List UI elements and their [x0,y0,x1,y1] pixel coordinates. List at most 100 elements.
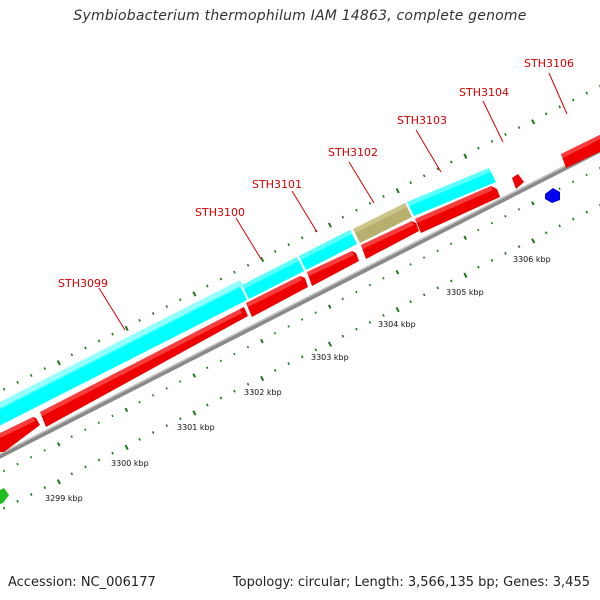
minor-tick [300,318,304,321]
minor-tick [29,455,33,459]
cyan-feature [242,257,299,289]
minor-tick [490,221,494,225]
major-tick [327,341,332,347]
minor-tick [178,298,182,302]
minor-tick [43,367,47,371]
minor-tick [2,469,6,473]
minor-tick [355,208,358,212]
major-tick [260,338,264,344]
minor-tick [2,387,6,391]
minor-tick [341,334,345,338]
minor-tick [138,400,141,404]
minor-tick [178,380,182,383]
kbp-label: 3302 kbp [244,388,282,397]
minor-tick [287,362,291,366]
major-tick [192,291,197,297]
cyan-track [0,168,496,426]
kbp-label: 3303 kbp [311,353,349,362]
minor-tick [206,366,209,369]
cyan-feature [299,230,357,270]
minor-tick [273,250,277,253]
minor-tick [2,506,6,510]
minor-tick [300,355,304,359]
tick-row-inner [2,167,600,473]
cyan-feature [0,286,247,426]
cds-arrow [246,276,302,307]
minor-tick [490,139,494,143]
minor-tick [219,359,223,363]
minor-tick [219,277,223,281]
minor-tick [43,449,46,452]
cyan-feature [0,280,243,410]
minor-tick [490,258,494,262]
minor-tick [558,224,562,228]
major-tick [395,269,400,275]
gene-label-sth3101: STH3101 [252,178,302,191]
minor-tick [16,380,19,384]
minor-tick [368,320,372,324]
cds-arrow [40,307,248,427]
minor-tick [517,126,521,130]
red-track [0,134,600,452]
major-tick [56,442,61,447]
tick-row-lower [2,203,600,510]
minor-tick [571,180,575,184]
kbp-label: 3300 kbp [111,459,149,468]
minor-tick [477,265,480,269]
minor-tick [585,210,589,214]
minor-tick [16,499,19,503]
minor-tick [84,346,87,350]
minor-tick [151,431,155,434]
cds-arrow [361,221,419,259]
major-tick [531,201,535,206]
minor-tick [165,424,169,428]
cds-arrow [561,134,600,158]
minor-tick [558,105,562,109]
major-tick [192,373,196,378]
minor-tick [165,305,169,309]
minor-tick [449,279,453,283]
major-tick [531,119,536,125]
minor-tick [97,421,101,425]
minor-tick [422,293,426,297]
gene-label-sth3104: STH3104 [459,86,509,99]
minor-tick [544,231,548,235]
minor-tick [43,486,47,490]
gene-callout-line [98,287,126,331]
kbp-label: 3305 kbp [446,288,484,297]
minor-tick [111,414,114,418]
minor-tick [97,458,101,462]
minor-tick [16,462,19,466]
major-tick [192,410,197,416]
minor-tick [355,290,358,294]
major-tick [395,187,400,194]
minor-tick [517,245,521,249]
tick-row-upper [2,84,600,391]
minor-tick [382,194,385,198]
cds-arrow [0,417,35,439]
cds-arrow [246,276,308,317]
major-tick [260,256,265,263]
minor-tick [273,332,277,335]
minor-tick [314,311,317,314]
minor-tick [151,394,155,397]
genome-summary-text: Topology: circular; Length: 3,566,135 bp… [232,575,590,590]
minor-tick [151,312,155,315]
major-tick [463,272,468,278]
minor-tick [544,112,548,116]
gene-callout-line [291,190,318,233]
gene-callout-line [415,129,442,173]
major-tick [463,235,467,241]
minor-tick [571,217,575,221]
minor-tick [517,208,521,211]
gene-label-sth3099: STH3099 [58,277,108,290]
major-tick [395,306,400,313]
minor-tick [382,313,385,317]
minor-tick [233,352,236,356]
gene-label-sth3100: STH3100 [195,206,245,219]
gene-label-sth3103: STH3103 [397,114,447,127]
cds-arrow [40,309,242,416]
gene-label-sth3102: STH3102 [328,146,378,159]
major-tick [56,360,61,366]
